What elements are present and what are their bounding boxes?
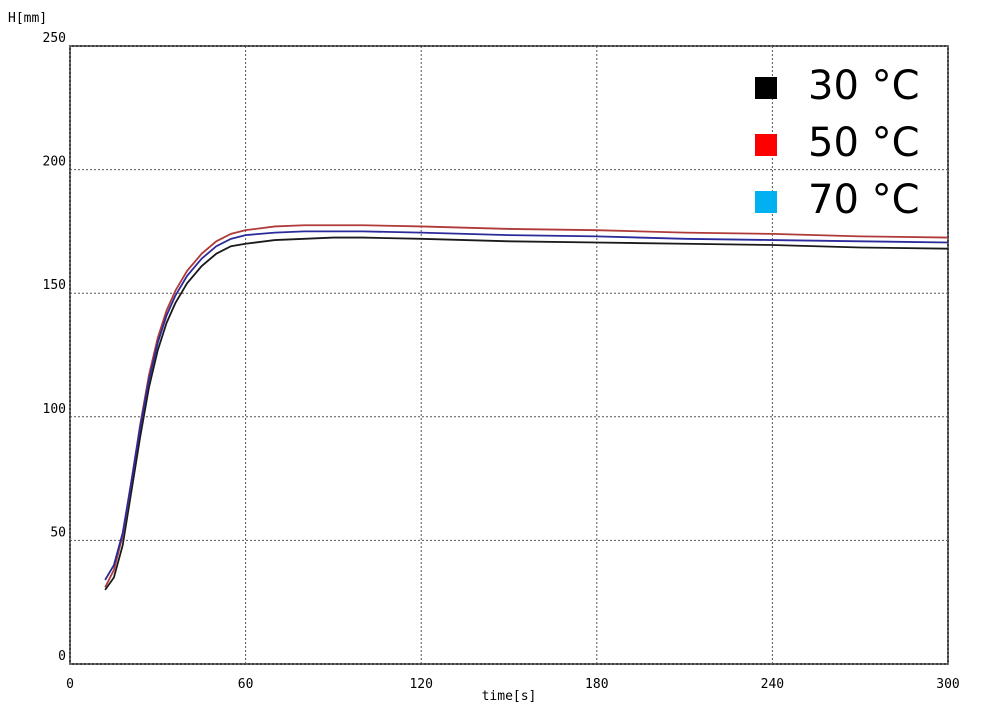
legend-swatch: [755, 134, 777, 156]
x-tick-label: 60: [238, 677, 254, 692]
y-tick-label: 200: [43, 155, 66, 170]
y-tick-label: 100: [43, 402, 66, 417]
x-tick-label: 120: [409, 677, 432, 692]
x-tick-label: 0: [66, 677, 74, 692]
x-tick-label: 180: [585, 677, 608, 692]
legend-label: 30 °C: [808, 63, 920, 109]
legend-label: 50 °C: [808, 120, 920, 166]
y-tick-label: 250: [43, 31, 66, 46]
y-tick-label: 50: [50, 525, 66, 540]
x-tick-label: 240: [761, 677, 784, 692]
legend-label: 70 °C: [808, 177, 920, 223]
data-line: [104, 230, 949, 581]
y-axis-label: H[mm]: [8, 11, 47, 26]
data-line: [104, 224, 949, 588]
y-tick-label: 0: [58, 649, 66, 664]
x-tick-label: 300: [936, 677, 959, 692]
x-axis-label: time[s]: [482, 689, 537, 704]
data-line: [104, 236, 949, 591]
legend-swatch: [755, 191, 777, 213]
y-tick-label: 150: [43, 278, 66, 293]
legend-swatch: [755, 77, 777, 99]
